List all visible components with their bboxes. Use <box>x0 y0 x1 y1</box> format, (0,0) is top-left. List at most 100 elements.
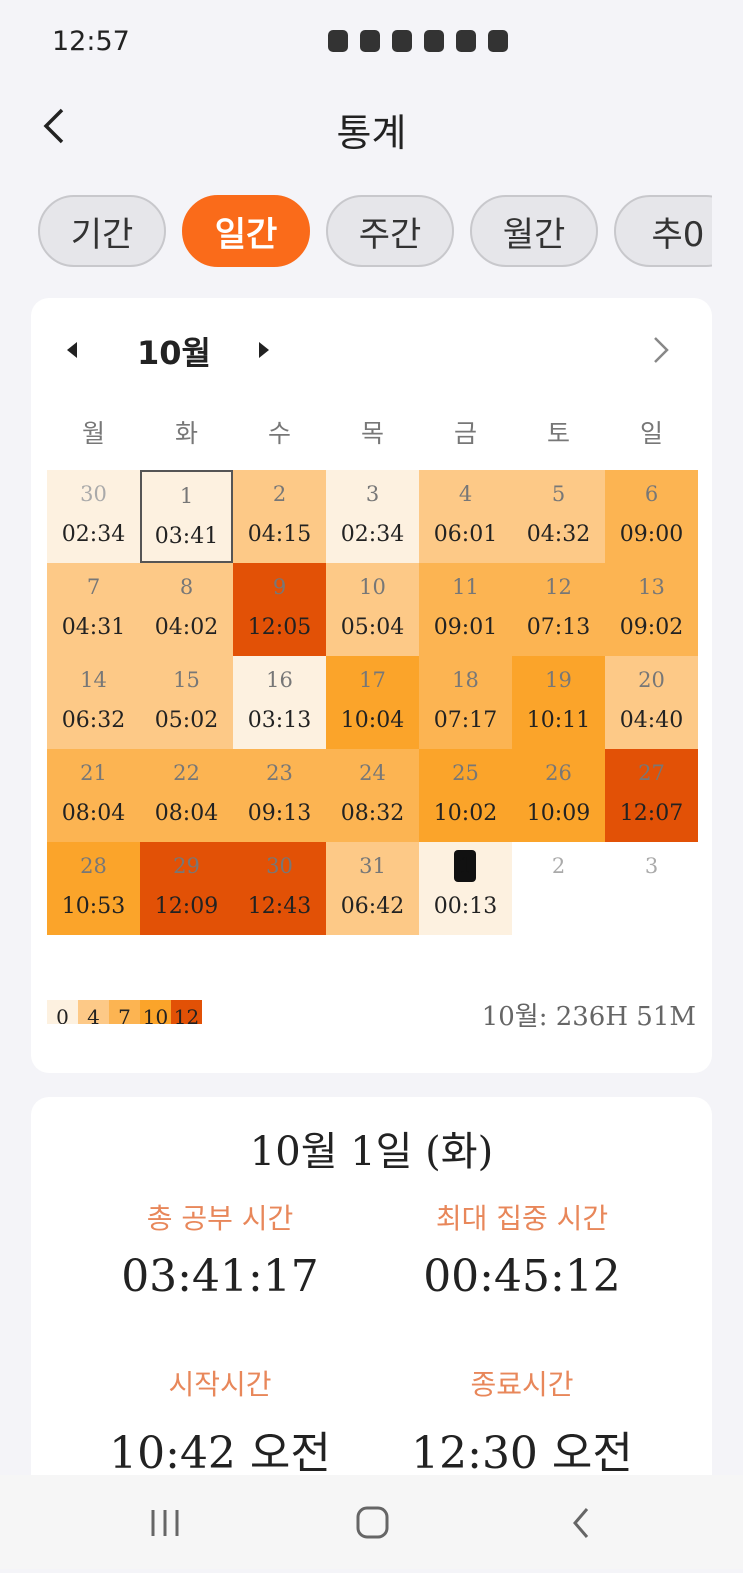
prev-month[interactable] <box>65 340 79 360</box>
study-time: 10:09 <box>526 801 591 826</box>
day-cell[interactable]: 21 08:04 <box>47 749 140 842</box>
day-cell[interactable]: 7 04:31 <box>47 563 140 656</box>
day-number: 25 <box>452 761 479 785</box>
day-number: 1 <box>179 484 194 508</box>
day-number: 20 <box>638 668 665 692</box>
study-time: 05:04 <box>340 615 405 640</box>
day-cell[interactable]: 17 10:04 <box>326 656 419 749</box>
next-month[interactable] <box>257 340 271 360</box>
study-time: 04:15 <box>247 522 312 547</box>
day-number: 2 <box>272 482 287 506</box>
study-time: 07:13 <box>526 615 591 640</box>
study-time: 03:41 <box>154 524 219 549</box>
forward-button[interactable] <box>651 334 671 366</box>
day-cell[interactable]: 9 12:05 <box>233 563 326 656</box>
day-cell[interactable]: 22 08:04 <box>140 749 233 842</box>
stat-label: 최대 집중 시간 <box>435 1202 609 1235</box>
study-time: 08:04 <box>61 801 126 826</box>
day-cell[interactable]: 1 03:41 <box>140 470 233 563</box>
day-cell[interactable]: 28 10:53 <box>47 842 140 935</box>
study-time: 00:13 <box>433 894 498 919</box>
day-cell[interactable]: 30 12:43 <box>233 842 326 935</box>
back-button[interactable] <box>40 106 70 146</box>
day-cell[interactable]: 5 04:32 <box>512 470 605 563</box>
detail-date: 10월 1일 (화) <box>249 1129 494 1175</box>
legend-item: 4 <box>78 1000 109 1024</box>
day-cell[interactable]: 31 06:42 <box>326 842 419 935</box>
status-time: 12:57 <box>52 26 130 57</box>
day-cell[interactable]: 23 09:13 <box>233 749 326 842</box>
study-time: 10:11 <box>526 708 591 733</box>
day-cell[interactable]: 11 09:01 <box>419 563 512 656</box>
day-cell[interactable]: 27 12:07 <box>605 749 698 842</box>
day-number: 10 <box>359 575 386 599</box>
tab[interactable]: 일간 <box>182 195 310 267</box>
day-number: 6 <box>644 482 659 506</box>
nav-bar <box>0 1475 743 1569</box>
day-cell[interactable]: 13 09:02 <box>605 563 698 656</box>
day-cell[interactable]: 12 07:13 <box>512 563 605 656</box>
day-number: 3 <box>365 482 380 506</box>
day-number: 31 <box>359 854 386 878</box>
study-time: 10:53 <box>61 894 126 919</box>
day-number: 19 <box>545 668 572 692</box>
tab[interactable]: 추0 <box>614 195 712 267</box>
study-time: 05:02 <box>154 708 219 733</box>
day-cell[interactable]: 29 12:09 <box>140 842 233 935</box>
status-icons <box>328 30 508 52</box>
study-time: 12:43 <box>247 894 312 919</box>
day-cell[interactable]: 14 06:32 <box>47 656 140 749</box>
stat-label: 총 공부 시간 <box>146 1202 294 1235</box>
day-cell[interactable]: 3 02:34 <box>326 470 419 563</box>
month-total: 10월: 236H 51M <box>481 1002 696 1032</box>
day-number: 17 <box>359 668 386 692</box>
day-cell[interactable]: 24 08:32 <box>326 749 419 842</box>
day-cell[interactable]: 3 <box>605 842 698 935</box>
legend-item: 12 <box>171 1000 202 1024</box>
study-time: 09:00 <box>619 522 684 547</box>
stat-label: 시작시간 <box>168 1368 272 1401</box>
day-cell[interactable]: 18 07:17 <box>419 656 512 749</box>
tab[interactable]: 기간 <box>38 195 166 267</box>
study-time: 04:40 <box>619 708 684 733</box>
day-cell[interactable]: 6 09:00 <box>605 470 698 563</box>
day-number: 30 <box>266 854 293 878</box>
day-number: 11 <box>452 575 479 599</box>
day-cell[interactable]: 2 04:15 <box>233 470 326 563</box>
day-cell[interactable]: 15 05:02 <box>140 656 233 749</box>
day-cell[interactable]: 10 05:04 <box>326 563 419 656</box>
day-cell[interactable]: 1 00:13 <box>419 842 512 935</box>
day-cell[interactable]: 4 06:01 <box>419 470 512 563</box>
day-cell[interactable]: 2 <box>512 842 605 935</box>
day-cell[interactable]: 16 03:13 <box>233 656 326 749</box>
weekday: 수 <box>267 419 291 448</box>
day-cell[interactable]: 20 04:40 <box>605 656 698 749</box>
weekday: 목 <box>360 419 384 448</box>
month-label: 10월 <box>137 334 211 372</box>
day-cell[interactable]: 26 10:09 <box>512 749 605 842</box>
tab[interactable]: 월간 <box>470 195 598 267</box>
detail-card: 10월 1일 (화) 총 공부 시간 03:41:17 최대 집중 시간 00:45:… <box>31 1097 712 1497</box>
stat: 총 공부 시간 03:41:17 <box>70 1197 370 1302</box>
day-number: 2 <box>551 854 566 878</box>
day-cell[interactable]: 25 10:02 <box>419 749 512 842</box>
tab[interactable]: 주간 <box>326 195 454 267</box>
weekday: 일 <box>639 419 663 448</box>
study-time: 06:42 <box>340 894 405 919</box>
day-cell[interactable]: 8 04:02 <box>140 563 233 656</box>
study-time: 06:32 <box>61 708 126 733</box>
day-number: 7 <box>86 575 101 599</box>
study-time: 04:02 <box>154 615 219 640</box>
day-cell[interactable]: 30 02:34 <box>47 470 140 563</box>
day-number: 16 <box>266 668 293 692</box>
day-number: 28 <box>80 854 107 878</box>
day-number: 8 <box>179 575 194 599</box>
study-time: 12:07 <box>619 801 684 826</box>
day-number: 1 <box>454 850 476 882</box>
study-time: 04:32 <box>526 522 591 547</box>
stat-value: 00:45:12 <box>423 1251 621 1302</box>
tab-bar: 기간 일간 주간 월간 추0 <box>38 195 712 267</box>
day-number: 18 <box>452 668 479 692</box>
day-cell[interactable]: 19 10:11 <box>512 656 605 749</box>
